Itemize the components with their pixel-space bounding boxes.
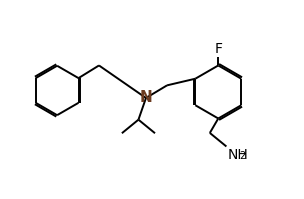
Text: F: F xyxy=(214,42,222,56)
Text: 2: 2 xyxy=(239,151,245,161)
Text: NH: NH xyxy=(228,148,248,162)
Text: N: N xyxy=(140,91,152,105)
